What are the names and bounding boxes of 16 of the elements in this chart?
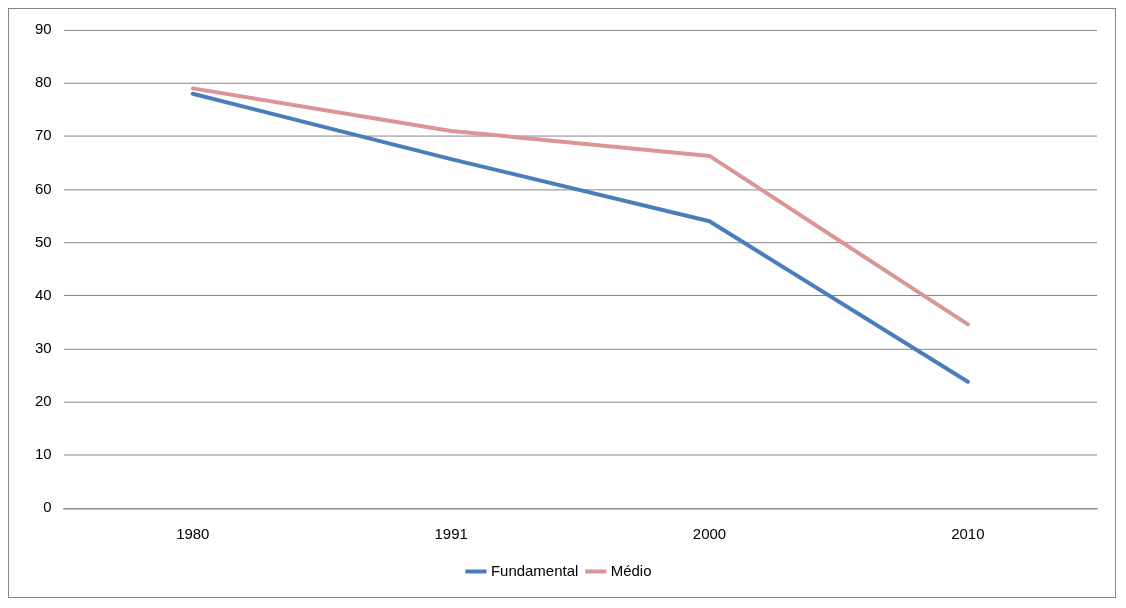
- y-tick-label: 80: [34, 73, 52, 91]
- legend-label: Médio: [610, 561, 652, 579]
- legend-label: Fundamental: [490, 561, 579, 579]
- y-tick-label: 90: [34, 20, 52, 38]
- x-tick-label: 1991: [434, 525, 468, 543]
- y-tick-label: 40: [34, 285, 52, 303]
- y-tick-label: 60: [34, 179, 52, 197]
- x-tick-label: 2000: [692, 525, 727, 543]
- y-tick-label: 0: [43, 498, 52, 516]
- y-tick-label: 50: [34, 232, 52, 250]
- y-tick-label: 70: [34, 126, 52, 144]
- x-tick-label: 2010: [951, 525, 985, 543]
- y-tick-label: 30: [34, 338, 52, 356]
- y-tick-label: 10: [34, 445, 52, 463]
- y-tick-label: 20: [34, 392, 52, 410]
- x-tick-label: 1980: [176, 525, 210, 543]
